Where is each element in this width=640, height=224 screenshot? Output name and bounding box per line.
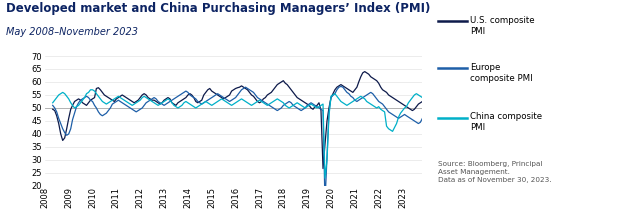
Text: Developed market and China Purchasing Managers’ Index (PMI): Developed market and China Purchasing Ma… <box>6 2 431 15</box>
Text: Europe
composite PMI: Europe composite PMI <box>470 63 533 83</box>
Text: China composite
PMI: China composite PMI <box>470 112 543 132</box>
Text: May 2008–November 2023: May 2008–November 2023 <box>6 27 138 37</box>
Text: Source: Bloomberg, Principal
Asset Management.
Data as of November 30, 2023.: Source: Bloomberg, Principal Asset Manag… <box>438 161 552 183</box>
Text: U.S. composite
PMI: U.S. composite PMI <box>470 16 535 36</box>
